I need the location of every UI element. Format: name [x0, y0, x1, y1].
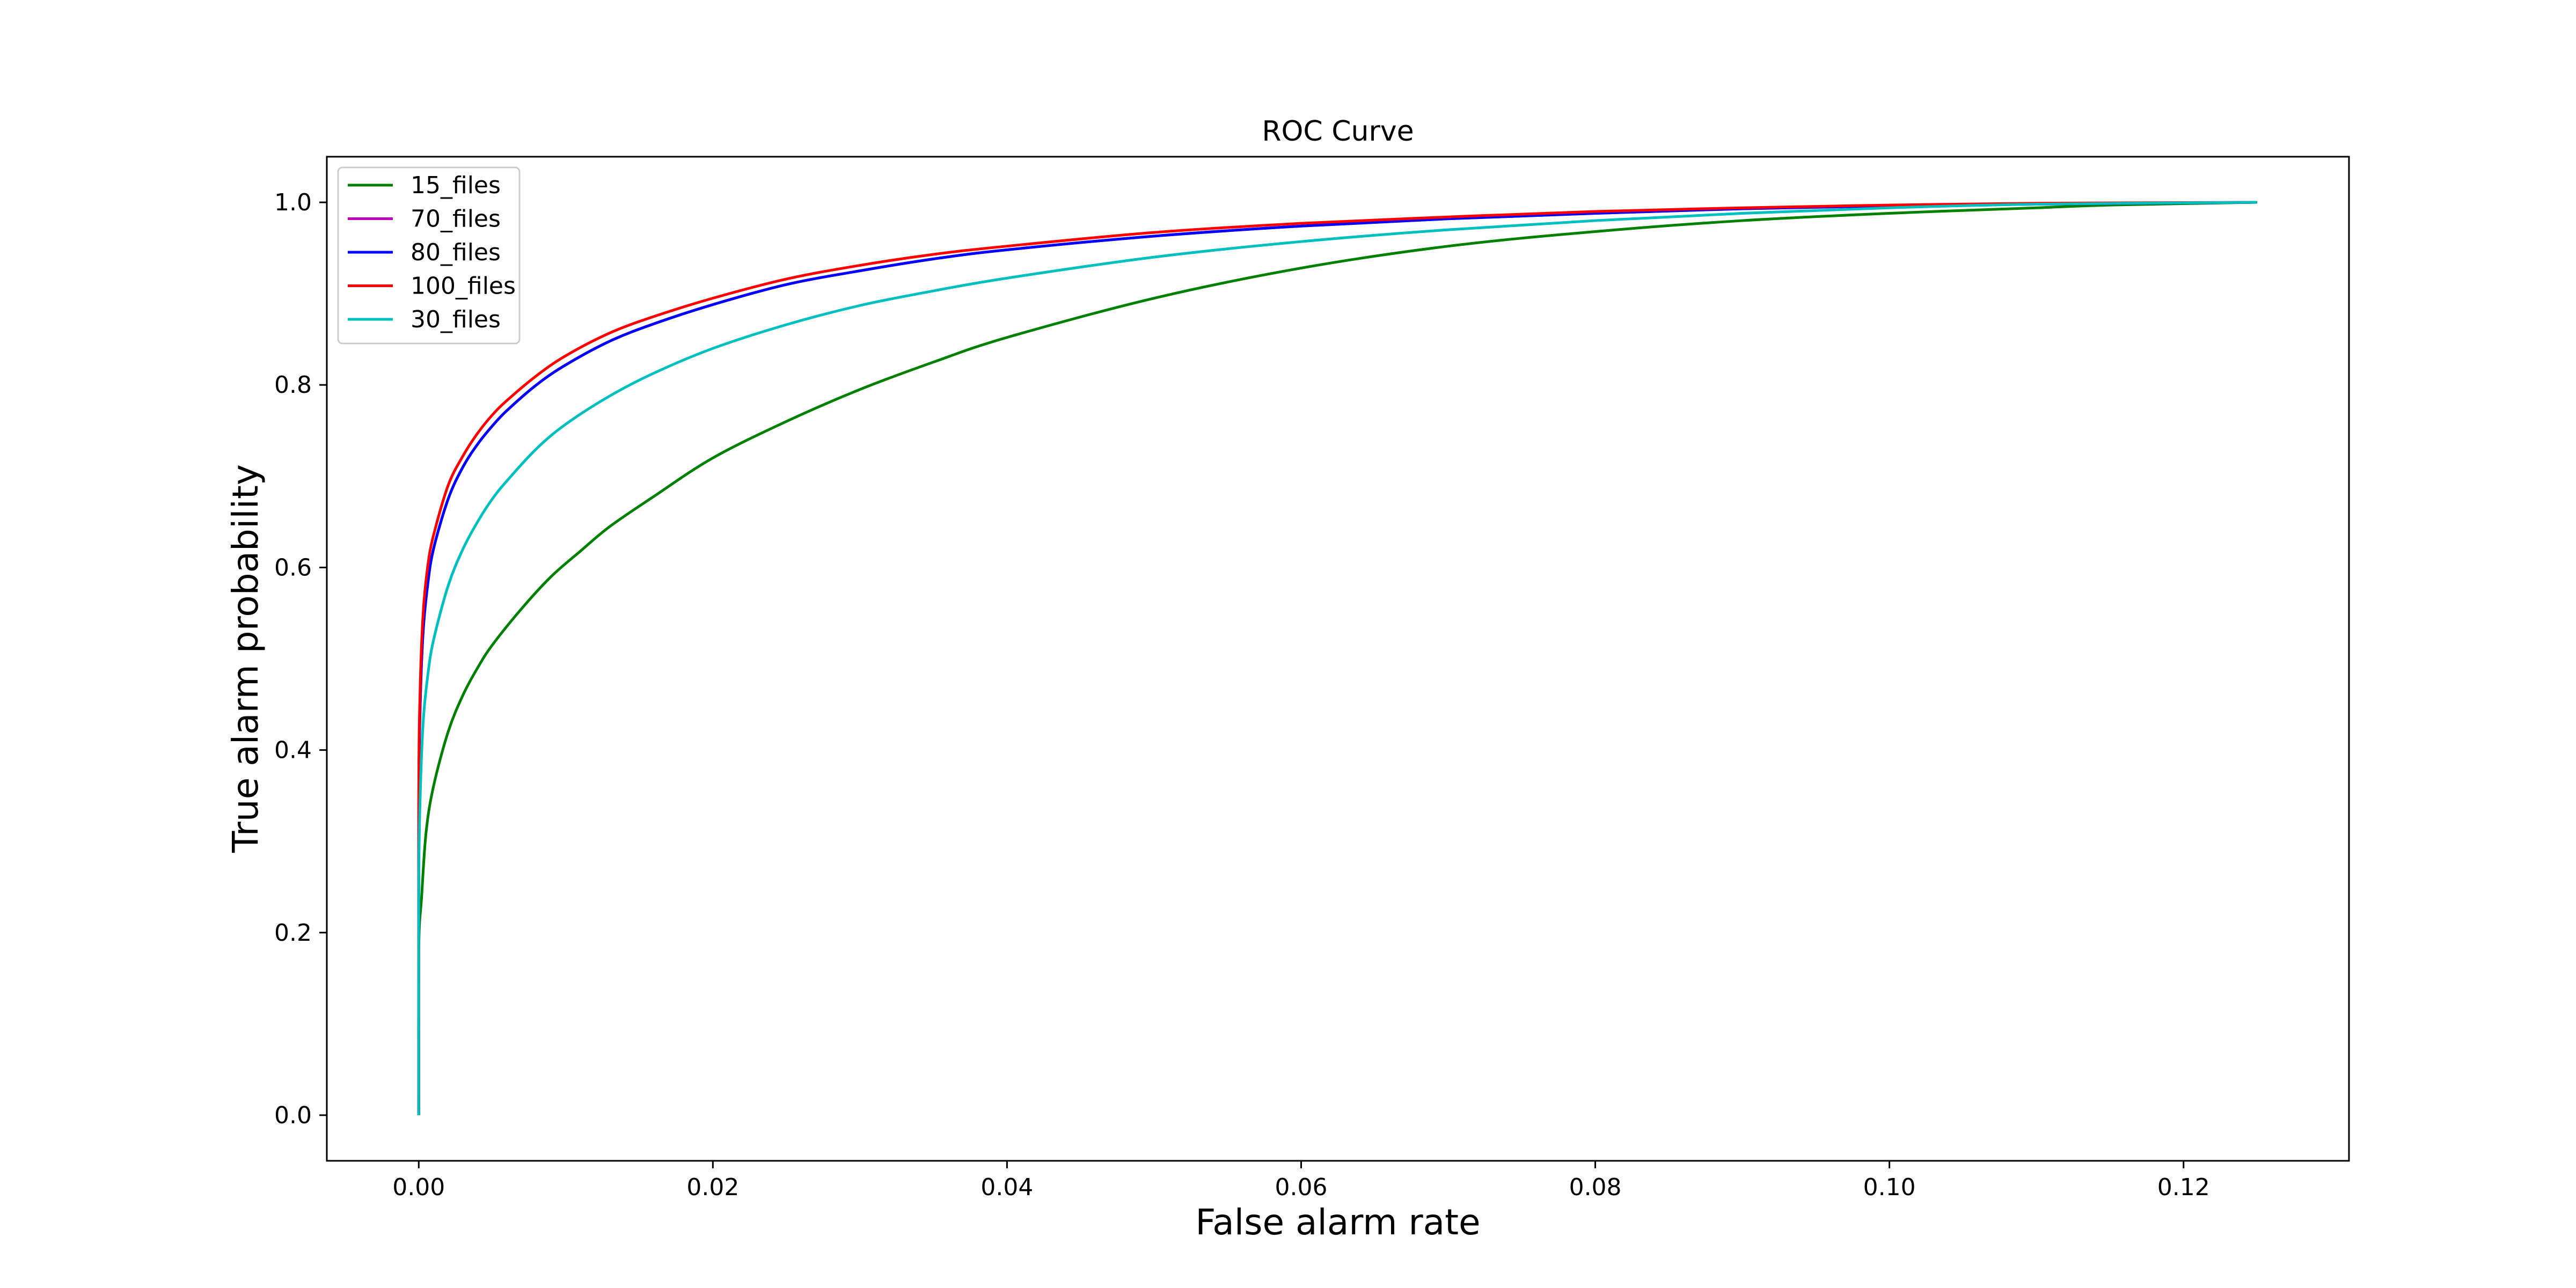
y-axis: 0.0 0.2 0.4 0.6 0.8 1.0 — [274, 189, 327, 1129]
y-tick-label: 0.6 — [274, 554, 312, 581]
legend-label-100_files: 100_files — [411, 273, 516, 300]
legend-box — [337, 166, 521, 345]
legend: 15_files 70_files 80_files 100_files 30_file… — [337, 166, 521, 345]
x-axis: 0.00 0.02 0.04 0.06 0.08 0.10 0.12 — [392, 1161, 2210, 1201]
plot-area — [326, 156, 2350, 1162]
legend-label-70_files: 70_files — [411, 206, 501, 233]
x-tick-label: 0.08 — [1569, 1174, 1622, 1201]
y-tick-label: 0.4 — [274, 737, 312, 764]
axes-frame — [326, 156, 2350, 1162]
series-line-100_files — [417, 201, 2257, 1115]
series-layer — [417, 201, 2257, 1115]
series-line-15_files — [417, 201, 2257, 1115]
y-axis-label: True alarm probability — [225, 464, 266, 853]
y-tick-label: 0.8 — [274, 371, 312, 399]
y-tick-label: 1.0 — [274, 189, 312, 216]
x-tick-label: 0.10 — [1863, 1174, 1916, 1201]
y-tick-label: 0.2 — [274, 919, 312, 947]
x-tick-label: 0.04 — [980, 1174, 1033, 1201]
x-tick-label: 0.06 — [1275, 1174, 1328, 1201]
legend-items: 15_files 70_files 80_files 100_files 30_file… — [348, 172, 516, 333]
x-axis-label: False alarm rate — [1195, 1202, 1480, 1243]
legend-label-80_files: 80_files — [411, 239, 501, 266]
y-tick-label: 0.0 — [274, 1102, 312, 1129]
legend-label-15_files: 15_files — [411, 172, 501, 199]
chart-title: ROC Curve — [1262, 115, 1414, 148]
x-tick-label: 0.02 — [686, 1174, 739, 1201]
legend-label-30_files: 30_files — [411, 306, 501, 333]
x-tick-label: 0.00 — [392, 1174, 445, 1201]
series-line-30_files — [417, 201, 2257, 1115]
x-tick-label: 0.12 — [2157, 1174, 2210, 1201]
